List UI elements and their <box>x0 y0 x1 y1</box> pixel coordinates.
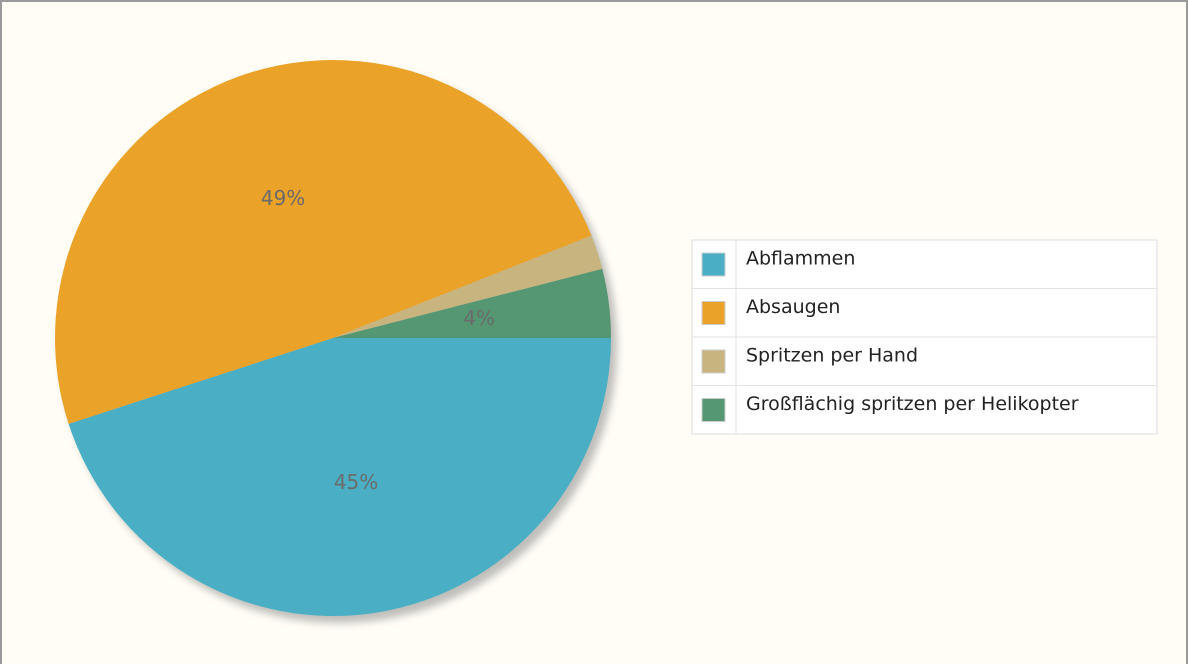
legend-swatch <box>701 398 726 422</box>
legend-swatch <box>701 301 726 325</box>
pie-slice <box>333 268 611 338</box>
slice-label: 49% <box>261 186 305 210</box>
legend: Abflammen Absaugen Spritzen per Hand Großfl… <box>691 239 1158 435</box>
pie-slice <box>68 338 612 617</box>
slice-label: 45% <box>334 470 378 494</box>
legend-swatch <box>701 252 726 277</box>
legend-label: Spritzen per Hand <box>746 345 918 367</box>
legend-label: Absaugen <box>746 296 840 318</box>
pie-slice <box>333 235 603 338</box>
pie: 45% 49% 4% <box>55 60 612 617</box>
legend-label: Großflächig spritzen per Helikopter <box>746 393 1079 415</box>
slice-label: 4% <box>463 306 495 330</box>
legend-label: Abflammen <box>746 248 855 270</box>
legend-swatch <box>701 349 726 374</box>
pie-slice <box>55 60 592 424</box>
